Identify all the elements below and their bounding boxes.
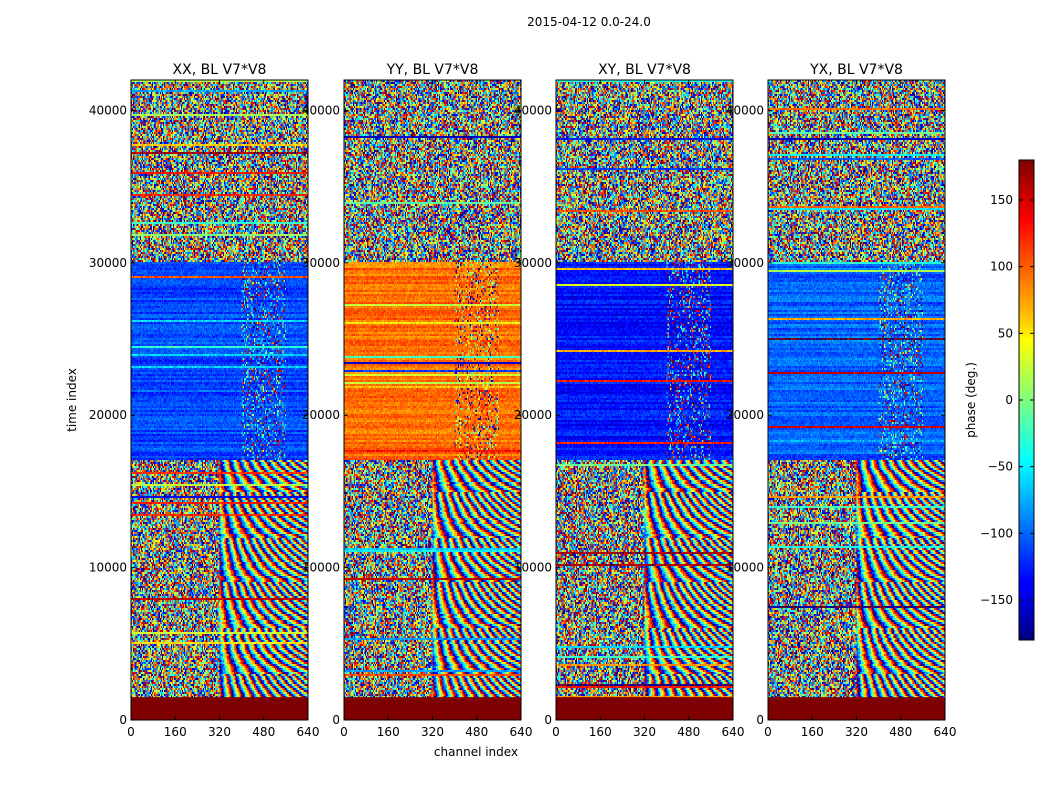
colorbar-tick-label: −150	[980, 593, 1013, 607]
panel-4: YX, BL V7*V8 0 160 320 480 640 0 10000 20000 3000…	[726, 62, 957, 739]
y-tick-label: 10000	[726, 561, 764, 575]
y-tick-label: 0	[544, 713, 552, 727]
x-tick-label: 160	[589, 725, 612, 739]
x-tick-label: 160	[801, 725, 824, 739]
panel-title: XY, BL V7*V8	[598, 62, 691, 78]
x-tick-label: 320	[421, 725, 444, 739]
colorbar-ticks: 150 100 50 0 −50 −100 −150	[980, 193, 1034, 607]
y-tick-label: 10000	[302, 561, 340, 575]
x-tick-label: 0	[764, 725, 772, 739]
heatmap-image	[131, 80, 308, 720]
x-tick-label: 640	[510, 725, 533, 739]
y-tick-label: 20000	[514, 408, 552, 422]
y-tick-label: 40000	[726, 103, 764, 117]
panel-2: YY, BL V7*V8 0 160 320 480 640 0 10000 20000 3000…	[302, 62, 533, 739]
y-tick-label: 30000	[514, 256, 552, 270]
panel-title: XX, BL V7*V8	[173, 62, 267, 78]
y-tick-label: 40000	[514, 103, 552, 117]
colorbar-label: phase (deg.)	[964, 362, 978, 438]
x-tick-label: 320	[845, 725, 868, 739]
y-axis-label: time index	[65, 368, 79, 432]
panel-3: XY, BL V7*V8 0 160 320 480 640 0 10000 20000 3000…	[514, 62, 745, 739]
colorbar-tick-label: 100	[990, 260, 1013, 274]
y-tick-label: 30000	[89, 256, 127, 270]
masked-region	[556, 697, 733, 720]
x-tick-label: 160	[377, 725, 400, 739]
masked-region	[131, 697, 308, 720]
y-tick-label: 40000	[89, 103, 127, 117]
y-tick-label: 0	[756, 713, 764, 727]
y-tick-label: 0	[119, 713, 127, 727]
y-tick-label: 10000	[514, 561, 552, 575]
x-tick-label: 480	[465, 725, 488, 739]
x-tick-label: 0	[552, 725, 560, 739]
y-tick-label: 10000	[89, 561, 127, 575]
y-tick-label: 20000	[302, 408, 340, 422]
x-tick-label: 480	[252, 725, 275, 739]
y-tick-label: 20000	[89, 408, 127, 422]
x-tick-label: 480	[677, 725, 700, 739]
x-tick-label: 320	[208, 725, 231, 739]
heatmap-image	[344, 80, 521, 720]
x-tick-label: 480	[889, 725, 912, 739]
x-tick-label: 320	[633, 725, 656, 739]
colorbar: 150 100 50 0 −50 −100 −150 phase (deg.)	[964, 159, 1035, 641]
heatmap-image	[556, 80, 733, 720]
x-tick-label: 640	[934, 725, 957, 739]
y-tick-label: 30000	[726, 256, 764, 270]
x-tick-label: 640	[722, 725, 745, 739]
x-tick-label: 0	[340, 725, 348, 739]
colorbar-tick-label: 50	[998, 326, 1013, 340]
panel-title: YX, BL V7*V8	[809, 62, 903, 78]
y-tick-label: 40000	[302, 103, 340, 117]
heatmap-image	[768, 80, 945, 720]
figure-title: 2015-04-12 0.0-24.0	[527, 15, 651, 29]
y-tick-label: 0	[332, 713, 340, 727]
masked-region	[768, 697, 945, 720]
colorbar-tick-label: −50	[988, 460, 1013, 474]
panel-1: XX, BL V7*V8 0 160 320 480 640 0 10000 20000 3000…	[89, 62, 320, 739]
x-tick-label: 0	[127, 725, 135, 739]
y-tick-label: 30000	[302, 256, 340, 270]
colorbar-tick-label: −100	[980, 526, 1013, 540]
colorbar-tick-label: 0	[1005, 393, 1013, 407]
panels: XX, BL V7*V8 0 160 320 480 640 0 10000 20000 3000…	[89, 62, 957, 739]
x-tick-label: 640	[297, 725, 320, 739]
x-axis-label: channel index	[434, 745, 518, 759]
x-tick-label: 160	[164, 725, 187, 739]
panel-title: YY, BL V7*V8	[386, 62, 479, 78]
colorbar-tick-label: 150	[990, 193, 1013, 207]
masked-region	[344, 697, 521, 720]
y-tick-label: 20000	[726, 408, 764, 422]
